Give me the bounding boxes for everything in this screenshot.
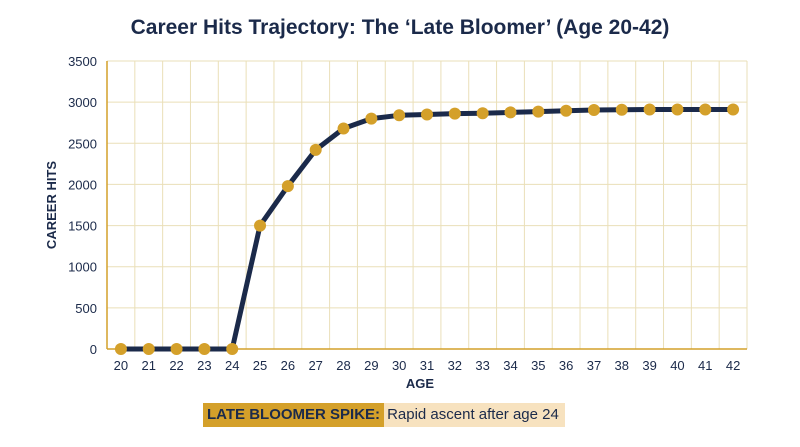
x-tick-label: 24 [225, 358, 239, 373]
data-point [393, 109, 406, 122]
x-tick-label: 30 [392, 358, 406, 373]
data-point [615, 103, 628, 116]
data-point [114, 343, 127, 355]
data-point [365, 112, 378, 125]
x-tick-label: 25 [253, 358, 267, 373]
data-point [671, 103, 684, 116]
chart-title: Career Hits Trajectory: The ‘Late Bloome… [130, 16, 670, 39]
data-point [226, 343, 239, 355]
x-tick-label: 29 [364, 358, 378, 373]
annotation-tag: LATE BLOOMER SPIKE: [203, 403, 385, 427]
data-points [114, 103, 740, 355]
data-point [281, 180, 294, 193]
data-point [421, 108, 433, 121]
data-point [727, 103, 740, 116]
data-point [198, 343, 211, 355]
series-line [118, 107, 736, 352]
x-tick-label: 37 [587, 358, 601, 373]
annotation-text: Rapid ascent after age 24 [384, 403, 565, 427]
x-tick-label: 23 [197, 358, 211, 373]
y-tick-label: 1000 [68, 260, 97, 275]
x-tick-label: 32 [448, 358, 462, 373]
data-point [532, 105, 545, 118]
y-tick-label: 1500 [68, 219, 97, 234]
data-point [643, 103, 656, 116]
x-tick-label: 40 [670, 358, 684, 373]
y-tick-label: 500 [75, 301, 97, 316]
x-tick-label: 26 [281, 358, 295, 373]
y-tick-label: 0 [90, 342, 97, 357]
x-tick-label: 38 [615, 358, 629, 373]
data-point [448, 107, 461, 120]
x-tick-label: 31 [420, 358, 434, 373]
x-tick-label: 20 [114, 358, 128, 373]
annotation-callout: LATE BLOOMER SPIKE: Rapid ascent after a… [203, 403, 565, 427]
x-tick-label: 36 [559, 358, 573, 373]
x-tick-label: 22 [169, 358, 183, 373]
x-tick-label: 27 [308, 358, 322, 373]
x-tick-label: 28 [336, 358, 350, 373]
series-line-path [118, 107, 736, 352]
data-point [587, 103, 600, 116]
data-point [309, 143, 322, 156]
y-tick-label: 3500 [68, 54, 97, 69]
x-tick-label: 34 [503, 358, 517, 373]
y-tick-label: 2000 [68, 177, 97, 192]
y-axis-title: CAREER HITS [44, 161, 59, 249]
tick-labels: 0 500 1000 1500 2000 2500 3000 3500 20 21 22 23 24 25… [68, 54, 740, 373]
data-point [337, 122, 350, 135]
data-point [560, 104, 573, 117]
x-tick-label: 39 [642, 358, 656, 373]
y-tick-label: 3000 [68, 95, 97, 110]
data-point [254, 219, 267, 232]
x-tick-label: 42 [726, 358, 740, 373]
x-tick-label: 35 [531, 358, 545, 373]
x-tick-label: 41 [698, 358, 712, 373]
data-point [142, 343, 155, 355]
x-tick-label: 21 [142, 358, 156, 373]
data-point [504, 106, 517, 119]
data-point [699, 103, 712, 116]
data-point [170, 343, 183, 355]
x-axis-title: AGE [406, 376, 435, 391]
data-point [476, 107, 489, 120]
x-tick-label: 33 [475, 358, 489, 373]
y-tick-label: 2500 [68, 136, 97, 151]
